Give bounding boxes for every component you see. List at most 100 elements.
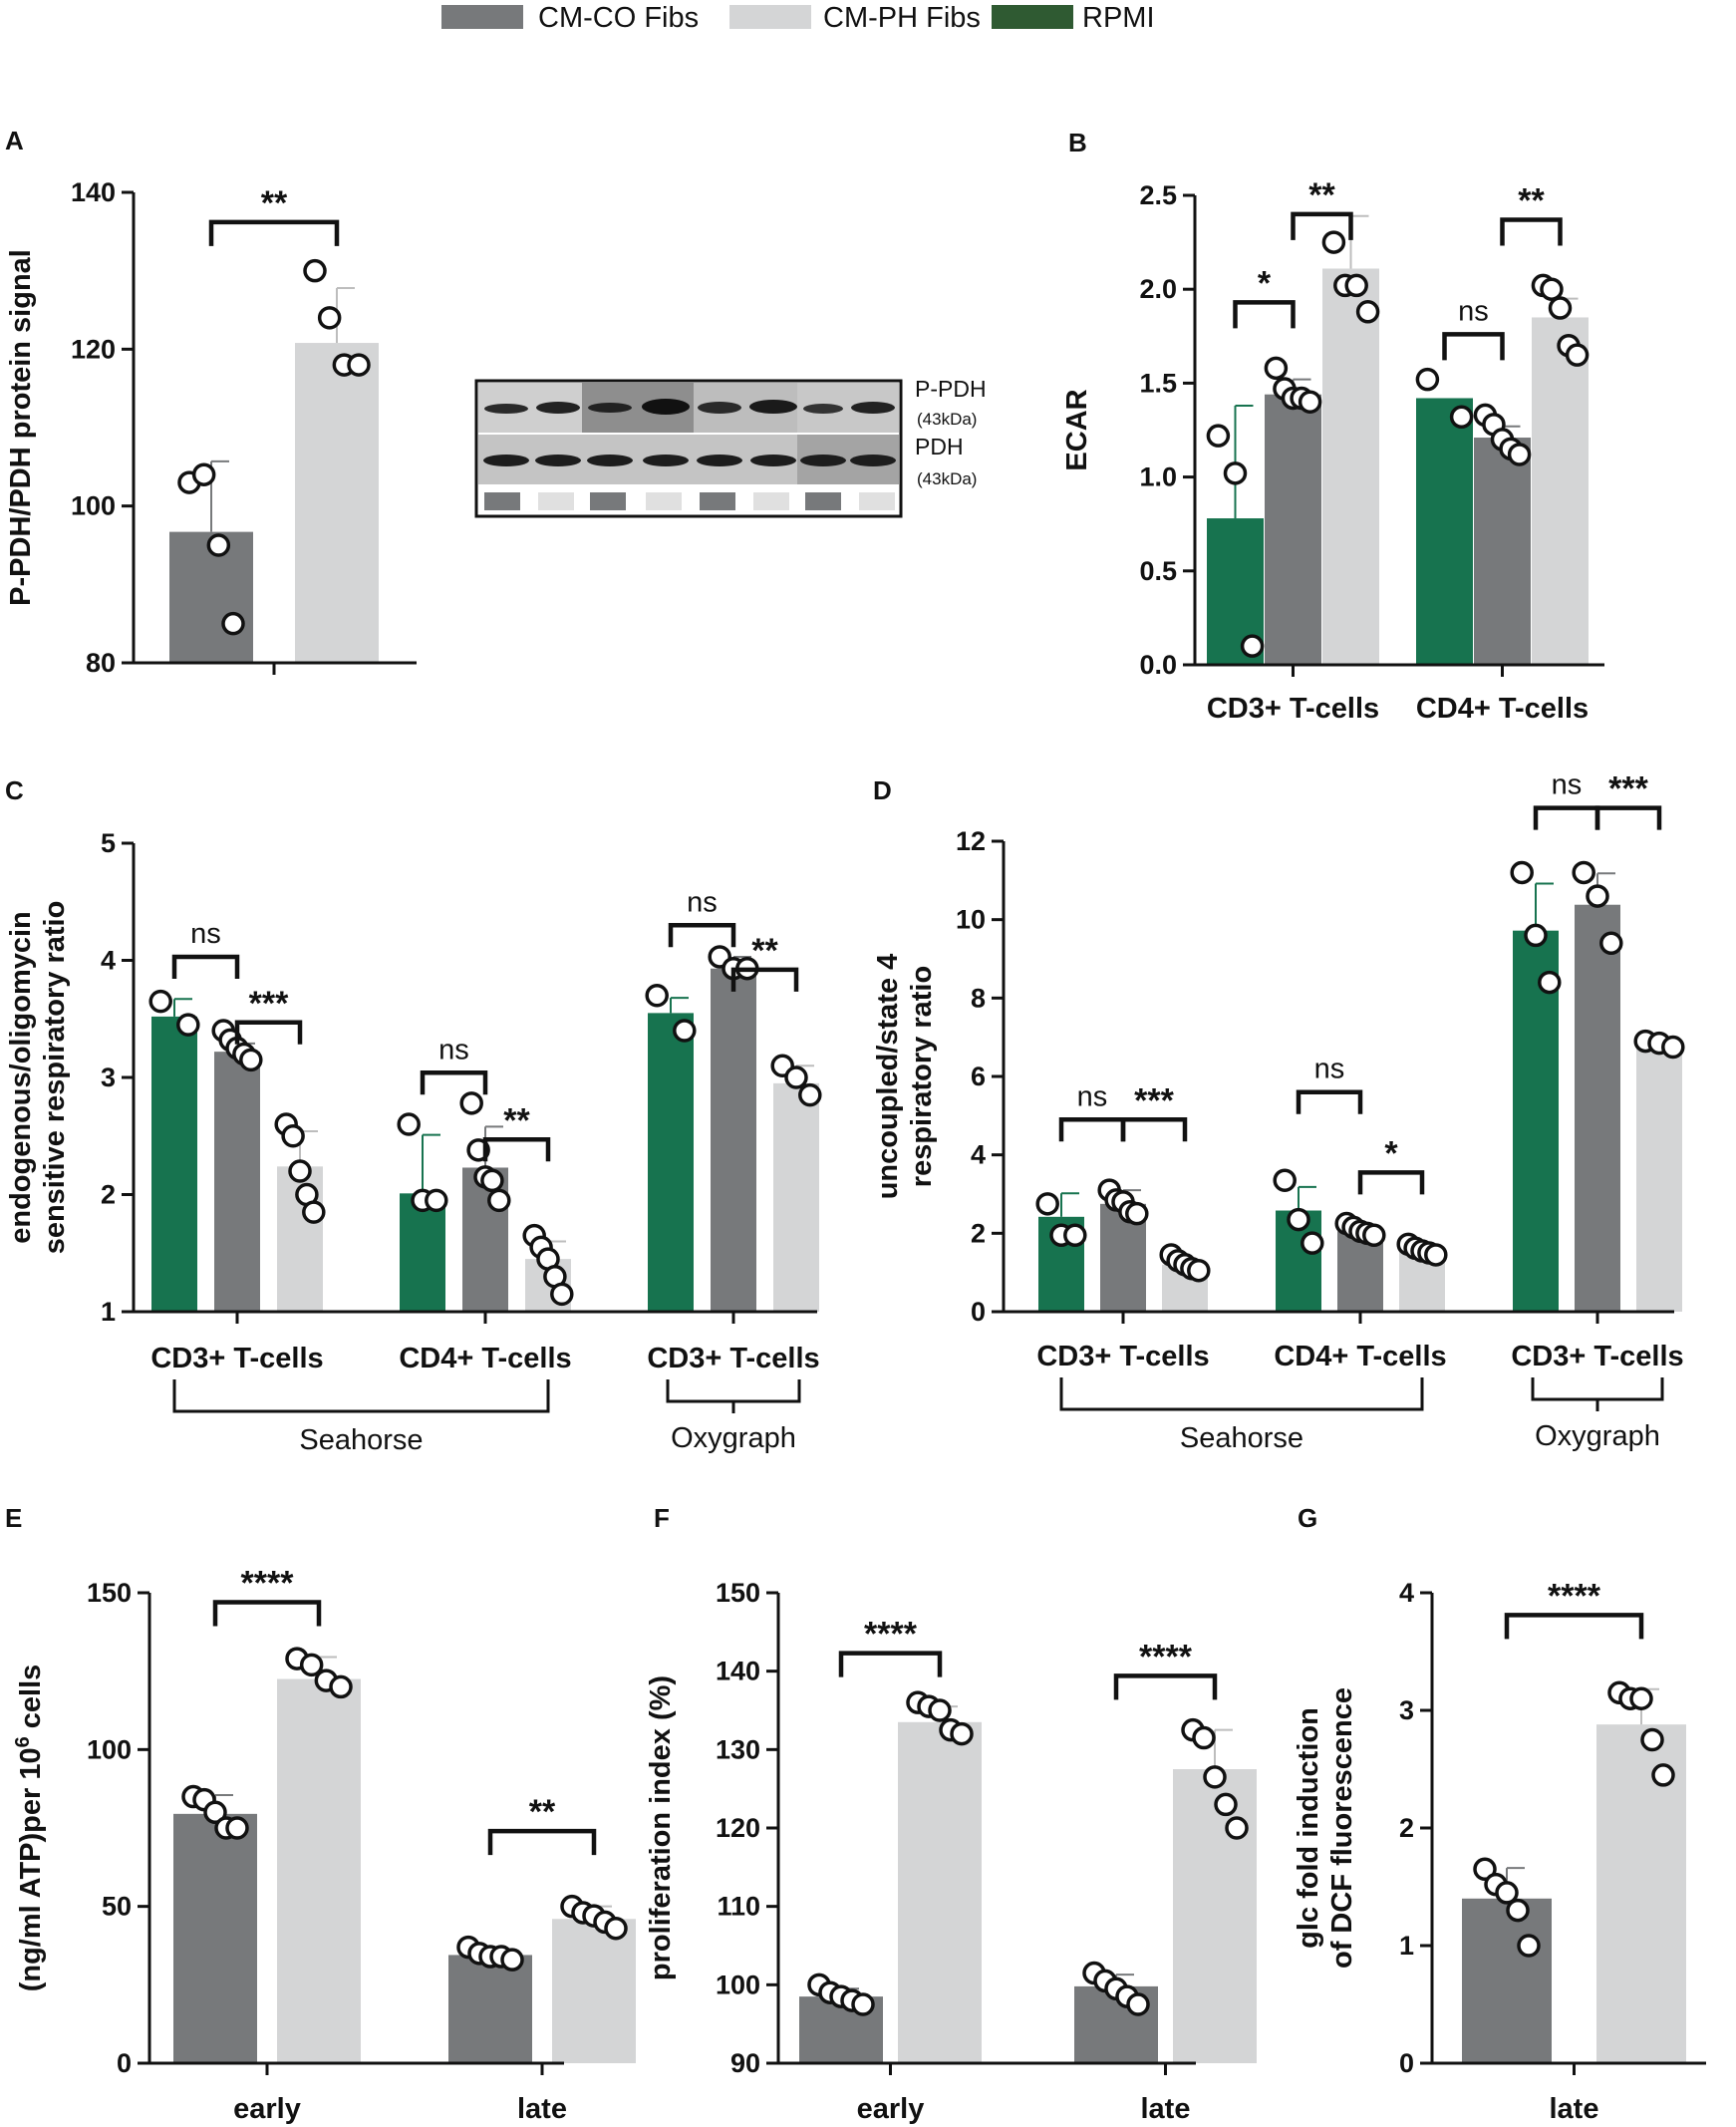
significance-bracket bbox=[1507, 1615, 1641, 1639]
bar-co bbox=[1462, 1899, 1552, 2063]
data-point bbox=[1452, 407, 1472, 427]
band-pdh-6 bbox=[750, 455, 796, 466]
y-tick-label: 2 bbox=[971, 1218, 986, 1248]
y-tick-label: 100 bbox=[716, 1970, 760, 1999]
data-point bbox=[489, 1190, 509, 1210]
significance-label: ns bbox=[687, 886, 718, 918]
significance-bracket bbox=[215, 1602, 319, 1626]
y-axis-label-line: sensitive respiratory ratio bbox=[39, 901, 71, 1255]
band-p-pdh-7 bbox=[803, 404, 843, 414]
bar-ph bbox=[277, 1679, 361, 2063]
significance-bracket bbox=[1536, 808, 1597, 830]
band-pdh-4 bbox=[643, 455, 689, 466]
group-bracket-label: Oxygraph bbox=[1535, 1420, 1660, 1452]
blot-kda-p-pdh: (43kDa) bbox=[917, 410, 977, 429]
x-category-label: CD3+ T-cells bbox=[1511, 1341, 1683, 1372]
bar-ph bbox=[1532, 317, 1589, 665]
blot-swatch-8 bbox=[859, 492, 895, 510]
data-point bbox=[1065, 1225, 1085, 1245]
bar-ph bbox=[552, 1919, 636, 2063]
y-tick-label: 6 bbox=[971, 1062, 986, 1091]
significance-bracket bbox=[1123, 1119, 1185, 1141]
bar-rpmi bbox=[1416, 398, 1473, 665]
data-point bbox=[1037, 1194, 1057, 1214]
y-axis-label: ECAR bbox=[1061, 389, 1093, 470]
x-category-label: CD3+ T-cells bbox=[647, 1343, 819, 1374]
blot-label-pdh: PDH bbox=[915, 434, 964, 459]
blot-swatch-6 bbox=[753, 492, 789, 510]
bar-ph bbox=[1173, 1769, 1257, 2063]
bar-co bbox=[711, 969, 756, 1312]
data-point bbox=[1226, 463, 1246, 483]
y-tick-label: 2 bbox=[101, 1180, 116, 1210]
significance-bracket bbox=[671, 925, 733, 947]
blot-swatch-4 bbox=[646, 492, 682, 510]
band-p-pdh-8 bbox=[851, 402, 895, 414]
panel-label: G bbox=[1298, 1503, 1317, 1533]
significance-label: ** bbox=[261, 184, 288, 222]
y-axis-label: uncoupled/state 4respiratory ratio bbox=[872, 954, 938, 1200]
data-point bbox=[786, 1067, 806, 1087]
significance-label: ** bbox=[1308, 176, 1335, 214]
data-point bbox=[482, 1170, 502, 1190]
data-point bbox=[552, 1284, 572, 1304]
western-blot: P-PDH (43kDa) PDH (43kDa) bbox=[476, 376, 987, 516]
significance-bracket bbox=[1116, 1675, 1215, 1699]
data-point bbox=[1346, 275, 1366, 295]
data-point bbox=[290, 1161, 310, 1181]
x-category-label: late bbox=[517, 2093, 567, 2125]
y-tick-label: 1 bbox=[101, 1297, 116, 1327]
data-point bbox=[1653, 1765, 1673, 1785]
x-category-label: late bbox=[1550, 2093, 1599, 2125]
panel-e: E 0 50 100 150 (ng/ml ATP)per 106 cells early l… bbox=[5, 1503, 636, 2125]
data-point bbox=[952, 1724, 972, 1744]
data-point bbox=[304, 1202, 324, 1222]
y-tick-label: 8 bbox=[971, 983, 986, 1013]
band-pdh-3 bbox=[587, 455, 633, 466]
data-point bbox=[1302, 1233, 1322, 1253]
bar-co bbox=[173, 1814, 257, 2063]
band-pdh-8 bbox=[850, 455, 896, 466]
y-tick-label: 0 bbox=[117, 2048, 132, 2078]
data-point bbox=[1540, 973, 1560, 993]
data-point bbox=[1275, 1170, 1295, 1190]
significance-bracket bbox=[1597, 808, 1659, 830]
y-tick-label: 80 bbox=[86, 648, 116, 678]
bar-ph bbox=[773, 1083, 819, 1312]
data-point bbox=[1519, 1936, 1539, 1956]
y-tick-label: 3 bbox=[1399, 1695, 1414, 1725]
data-point bbox=[1512, 862, 1532, 882]
y-axis-label-line: endogenous/oligomycin bbox=[5, 911, 37, 1244]
significance-bracket bbox=[841, 1654, 940, 1677]
blot-label-p-pdh: P-PDH bbox=[915, 376, 987, 402]
y-tick-label: 1.0 bbox=[1139, 462, 1177, 492]
panel-label: A bbox=[5, 126, 24, 155]
y-axis-label: endogenous/oligomycinsensitive respirato… bbox=[5, 901, 71, 1255]
data-point bbox=[1194, 1728, 1214, 1748]
panel-a: A80100120140P-PDH/PDH protein signal** bbox=[5, 126, 417, 678]
bar-co bbox=[1575, 905, 1620, 1312]
y-tick-label: 10 bbox=[956, 905, 986, 935]
y-axis-label-line: respiratory ratio bbox=[906, 966, 938, 1187]
x-category-label: late bbox=[1141, 2093, 1191, 2125]
panel-label: D bbox=[873, 775, 892, 805]
y-tick-label: 12 bbox=[956, 826, 986, 856]
significance-label: *** bbox=[1134, 1081, 1174, 1119]
x-category-label: CD3+ T-cells bbox=[150, 1343, 323, 1374]
band-pdh-7 bbox=[800, 455, 846, 466]
data-point bbox=[1323, 232, 1343, 252]
data-point bbox=[305, 261, 325, 281]
data-point bbox=[930, 1700, 950, 1720]
data-point bbox=[1127, 1204, 1147, 1224]
significance-bracket bbox=[1299, 1092, 1360, 1114]
y-tick-label: 120 bbox=[71, 334, 116, 364]
bar-ph bbox=[1636, 1046, 1682, 1312]
blot-swatch-1 bbox=[484, 492, 520, 510]
data-point bbox=[1601, 933, 1621, 953]
y-tick-label: 90 bbox=[730, 2048, 760, 2078]
data-point bbox=[1243, 636, 1263, 656]
legend-label-cm-ph: CM-PH Fibs bbox=[823, 2, 981, 34]
y-axis-label-superscript: 6 bbox=[12, 1736, 34, 1747]
bar-rpmi bbox=[151, 1017, 197, 1312]
significance-label: ns bbox=[190, 918, 221, 950]
